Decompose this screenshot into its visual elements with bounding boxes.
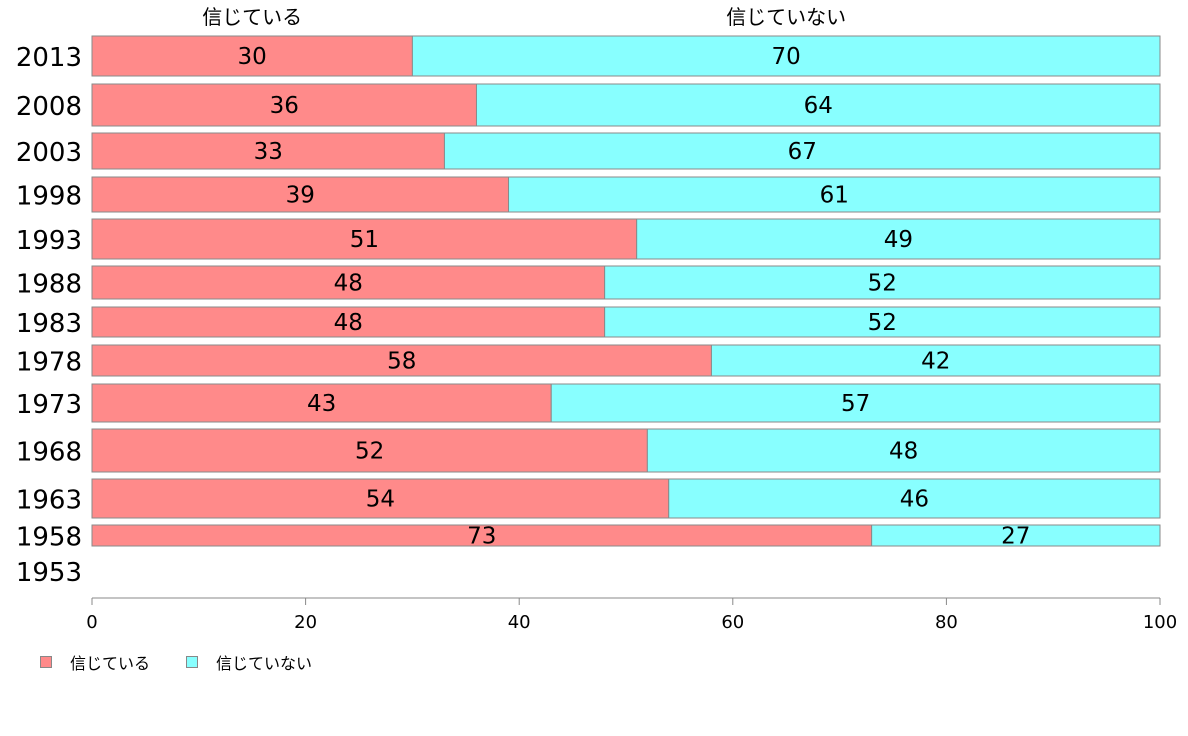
year-label: 1988 <box>16 270 82 300</box>
bar-segment <box>411 35 1161 77</box>
year-label: 1963 <box>16 486 82 516</box>
legend-swatch-believe <box>40 656 52 668</box>
data-label: 27 <box>1001 524 1030 550</box>
data-label: 73 <box>467 524 496 550</box>
year-label: 2003 <box>16 138 82 168</box>
data-label: 61 <box>820 183 849 209</box>
data-label: 30 <box>238 44 267 70</box>
bar-segment <box>91 306 606 338</box>
bar-segment <box>710 344 1161 377</box>
year-label: 1973 <box>16 390 82 420</box>
bar-segment <box>871 524 1161 547</box>
year-label: 1958 <box>16 523 82 553</box>
legend-label-believe: 信じている <box>70 654 151 673</box>
x-axis: 0 20 40 60 80 100 <box>86 597 1177 633</box>
stacked-bar-chart: 信じている 信じていない 30 70 36 64 33 67 39 61 51 49 48 52 48 52… <box>16 5 1177 633</box>
year-label: 1978 <box>16 348 82 378</box>
bar-segment <box>636 218 1161 260</box>
data-label: 52 <box>355 439 384 465</box>
data-label: 58 <box>387 349 416 375</box>
data-label: 70 <box>772 44 801 70</box>
data-label: 67 <box>788 139 817 165</box>
bar-segment <box>508 176 1161 213</box>
data-label: 52 <box>868 271 897 297</box>
bar-segment <box>91 83 477 127</box>
x-tick-label: 20 <box>294 612 317 633</box>
legend-item-not-believe: 信じていない <box>186 650 312 674</box>
data-label: 42 <box>921 349 950 375</box>
column-headers: 信じている 信じていない <box>202 5 846 29</box>
bar-segment <box>91 428 648 473</box>
year-label: 2013 <box>16 43 82 73</box>
data-label: 48 <box>889 439 918 465</box>
bar-segment <box>91 132 445 170</box>
x-tick-label: 0 <box>86 612 97 633</box>
year-label: 1953 <box>16 558 82 588</box>
legend-swatch-not-believe <box>186 656 199 668</box>
bar-segment <box>91 218 638 260</box>
bars: 30 70 36 64 33 67 39 61 51 49 48 52 48 52 58 42 43 57 52 48… <box>91 35 1161 550</box>
bar-segment <box>604 265 1161 300</box>
x-tick-label: 80 <box>935 612 958 633</box>
column-header: 信じていない <box>726 5 846 29</box>
data-label: 54 <box>366 487 395 513</box>
legend: 信じている 信じていない <box>40 650 348 674</box>
bar-segment <box>443 132 1161 170</box>
bar-segment <box>550 383 1161 423</box>
data-label: 52 <box>868 310 897 336</box>
year-label: 1968 <box>16 438 82 468</box>
bar-segment <box>604 306 1161 338</box>
bar-segment <box>91 35 413 77</box>
year-label: 2008 <box>16 92 82 122</box>
data-label: 57 <box>841 391 870 417</box>
year-labels: 2013 2008 2003 1998 1993 1988 1983 1978 1973 1968… <box>16 43 82 588</box>
data-label: 64 <box>804 93 833 119</box>
column-header: 信じている <box>202 5 302 29</box>
legend-item-believe: 信じている <box>40 650 150 674</box>
data-label: 39 <box>286 183 315 209</box>
x-tick-label: 60 <box>721 612 744 633</box>
data-label: 43 <box>307 391 336 417</box>
year-label: 1993 <box>16 226 82 256</box>
x-tick-label: 100 <box>1143 612 1177 633</box>
x-tick-label: 40 <box>508 612 531 633</box>
bar-segment <box>91 478 670 519</box>
data-label: 48 <box>334 310 363 336</box>
legend-label-not-believe: 信じていない <box>216 654 313 673</box>
bar-segment <box>668 478 1161 519</box>
data-label: 33 <box>254 139 283 165</box>
data-label: 51 <box>350 227 379 253</box>
data-label: 46 <box>900 487 929 513</box>
bar-segment <box>91 176 510 213</box>
year-label: 1998 <box>16 182 82 212</box>
data-label: 49 <box>884 227 913 253</box>
bar-segment <box>91 383 552 423</box>
year-label: 1983 <box>16 309 82 339</box>
data-label: 36 <box>270 93 299 119</box>
bar-segment <box>475 83 1161 127</box>
data-label: 48 <box>334 271 363 297</box>
bar-segment <box>646 428 1161 473</box>
